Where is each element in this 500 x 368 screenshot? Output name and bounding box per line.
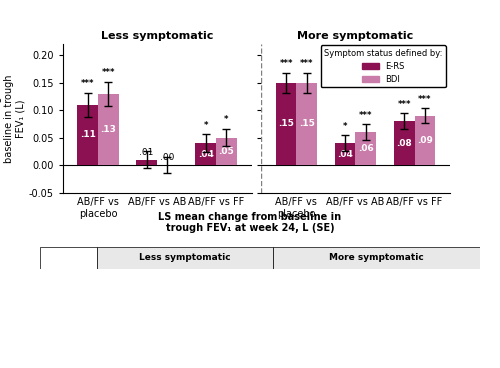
- Text: .11: .11: [80, 130, 96, 139]
- Text: .08: .08: [396, 139, 412, 148]
- Text: More symptomatic: More symptomatic: [329, 253, 424, 262]
- Text: ***: ***: [102, 68, 115, 77]
- Bar: [216, 138, 237, 165]
- Text: .05: .05: [218, 147, 234, 156]
- Legend: E-RS, BDI: E-RS, BDI: [321, 45, 446, 87]
- Bar: [296, 83, 317, 165]
- Text: ***: ***: [418, 95, 432, 103]
- Text: ***: ***: [81, 79, 94, 88]
- Bar: [196, 143, 216, 165]
- Text: LS mean change from baseline in
trough FEV₁ at week 24, L (SE): LS mean change from baseline in trough F…: [158, 212, 342, 233]
- Text: ***: ***: [300, 59, 314, 68]
- Bar: [136, 160, 157, 165]
- Bar: [394, 121, 414, 165]
- Bar: [78, 105, 98, 165]
- Text: *: *: [204, 121, 208, 130]
- Text: ***: ***: [280, 59, 293, 68]
- Y-axis label: LS mean change from
baseline in trough
FEV₁ (L): LS mean change from baseline in trough F…: [0, 65, 26, 172]
- Bar: [98, 93, 118, 165]
- Text: .13: .13: [100, 125, 116, 134]
- Text: .15: .15: [278, 119, 294, 128]
- Bar: [276, 83, 296, 165]
- Text: Less symptomatic: Less symptomatic: [140, 253, 231, 262]
- Title: Less symptomatic: Less symptomatic: [101, 31, 213, 40]
- Text: ***: ***: [359, 111, 372, 120]
- Bar: [40, 247, 97, 269]
- Bar: [97, 247, 273, 269]
- Text: .04: .04: [198, 149, 214, 159]
- Text: .01: .01: [140, 148, 154, 157]
- Text: ***: ***: [398, 100, 411, 109]
- Text: *: *: [224, 116, 228, 124]
- Bar: [273, 247, 480, 269]
- Bar: [335, 143, 355, 165]
- Text: .00: .00: [160, 153, 174, 162]
- Title: More symptomatic: More symptomatic: [298, 31, 414, 40]
- Text: .04: .04: [337, 149, 353, 159]
- Text: *: *: [343, 122, 347, 131]
- Bar: [414, 116, 435, 165]
- Text: .06: .06: [358, 144, 374, 153]
- Text: .09: .09: [417, 136, 433, 145]
- Bar: [356, 132, 376, 165]
- Text: .15: .15: [299, 119, 314, 128]
